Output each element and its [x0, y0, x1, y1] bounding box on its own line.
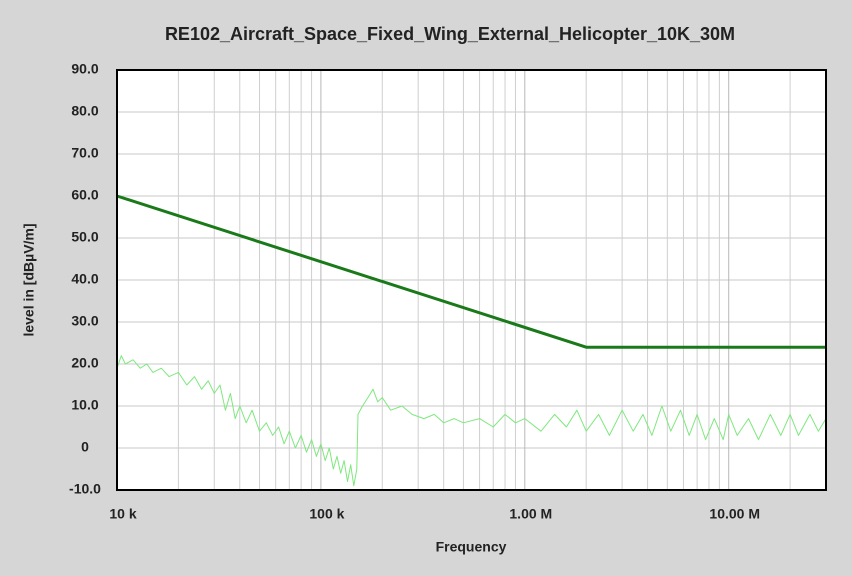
x-tick-label: 1.00 M [509, 506, 552, 522]
x-tick-label: 100 k [309, 506, 344, 522]
y-tick-label: 90.0 [71, 61, 98, 77]
y-axis-label: level in [dBµV/m] [21, 223, 37, 336]
x-tick-label: 10 k [109, 506, 136, 522]
x-tick-label: 10.00 M [709, 506, 760, 522]
y-tick-label: 50.0 [71, 229, 98, 245]
y-tick-label: -10.0 [69, 481, 101, 497]
y-tick-label: 40.0 [71, 271, 98, 287]
y-tick-label: 0 [81, 439, 89, 455]
y-tick-label: 60.0 [71, 187, 98, 203]
x-axis-label: Frequency [436, 539, 507, 555]
y-tick-label: 30.0 [71, 313, 98, 329]
y-tick-label: 20.0 [71, 355, 98, 371]
chart-title: RE102_Aircraft_Space_Fixed_Wing_External… [165, 24, 735, 44]
series-line [116, 355, 827, 487]
y-tick-label: 10.0 [71, 397, 98, 413]
y-tick-label: 70.0 [71, 145, 98, 161]
y-tick-label: 80.0 [71, 103, 98, 119]
series-line [116, 194, 826, 349]
plot-border [116, 69, 827, 491]
